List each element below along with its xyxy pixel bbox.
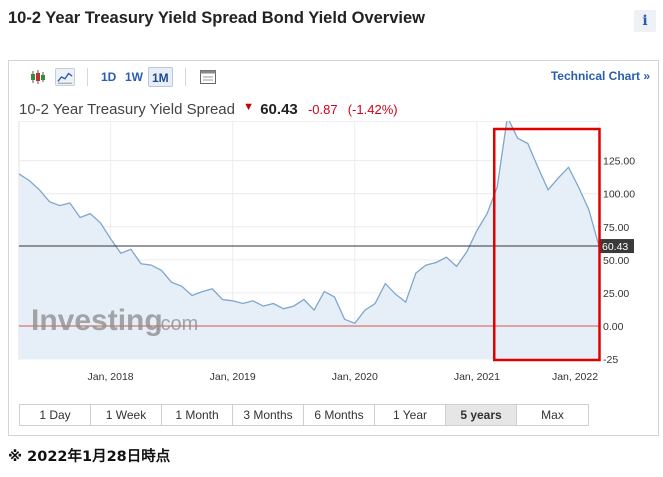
range-button-1m[interactable]: 1M <box>148 67 173 87</box>
x-tick-label: Jan, 2021 <box>454 371 500 383</box>
page-title: 10-2 Year Treasury Yield Spread Bond Yie… <box>8 9 425 27</box>
period-button-5-years[interactable]: 5 years <box>446 405 517 425</box>
period-button-1-year[interactable]: 1 Year <box>375 405 446 425</box>
info-icon[interactable]: i <box>634 10 656 32</box>
instrument-name: 10-2 Year Treasury Yield Spread <box>19 101 235 118</box>
range-button-1d[interactable]: 1D <box>101 70 117 84</box>
x-tick-label: Jan, 2019 <box>210 371 256 383</box>
x-tick-label: Jan, 2018 <box>88 371 134 383</box>
down-arrow-icon: ▼ <box>243 101 255 113</box>
price-change-percent: (-1.42%) <box>347 102 398 117</box>
period-button-max[interactable]: Max <box>517 405 588 425</box>
series-area <box>19 117 599 359</box>
y-tick-label: 25.00 <box>603 288 629 300</box>
investing-watermark-suffix: .com <box>155 313 198 335</box>
toolbar-divider <box>87 68 88 86</box>
period-button-3-months[interactable]: 3 Months <box>233 405 304 425</box>
quote-header: 10-2 Year Treasury Yield Spread ▼ 60.43 … <box>19 101 398 118</box>
y-tick-label: 0.00 <box>603 321 624 333</box>
chart-plot: Investing .com 125.00 100.00 75.00 50.00 25.00… <box>9 114 658 408</box>
period-selector: 1 Day 1 Week 1 Month 3 Months 6 Months 1… <box>19 404 589 426</box>
investing-watermark: Investing <box>31 304 163 337</box>
chart-widget: 1D 1W 1M Technical Chart » 10-2 Year Tre… <box>8 60 659 436</box>
x-tick-label: Jan, 2022 <box>552 371 598 383</box>
y-tick-label: 100.00 <box>603 189 635 201</box>
last-value-label: 60.43 <box>602 241 628 253</box>
period-button-1-day[interactable]: 1 Day <box>20 405 91 425</box>
range-button-1w[interactable]: 1W <box>125 70 143 84</box>
last-value-tag <box>600 239 634 254</box>
technical-chart-link[interactable]: Technical Chart » <box>550 69 650 83</box>
y-tick-label: -25 <box>603 354 618 366</box>
y-tick-label: 50.00 <box>603 255 629 267</box>
last-price: 60.43 <box>260 101 298 118</box>
chart-svg[interactable]: Investing.com 125.00 100.00 75.00 50.00 25.00… <box>9 114 658 403</box>
price-change: -0.87 <box>307 102 338 117</box>
line-chart-icon[interactable] <box>55 68 75 86</box>
toolbar-divider <box>185 68 186 86</box>
calendar-icon[interactable] <box>198 68 218 86</box>
period-button-1-week[interactable]: 1 Week <box>91 405 162 425</box>
chart-toolbar: 1D 1W 1M Technical Chart » <box>9 61 658 93</box>
period-button-1-month[interactable]: 1 Month <box>162 405 233 425</box>
candlestick-icon[interactable] <box>28 68 48 86</box>
period-button-6-months[interactable]: 6 Months <box>304 405 375 425</box>
y-tick-label: 125.00 <box>603 156 635 168</box>
highlight-box <box>492 127 601 362</box>
footnote: ※ 2022年1月28日時点 <box>8 449 171 465</box>
x-tick-label: Jan, 2020 <box>332 371 378 383</box>
y-tick-label: 75.00 <box>603 222 629 234</box>
